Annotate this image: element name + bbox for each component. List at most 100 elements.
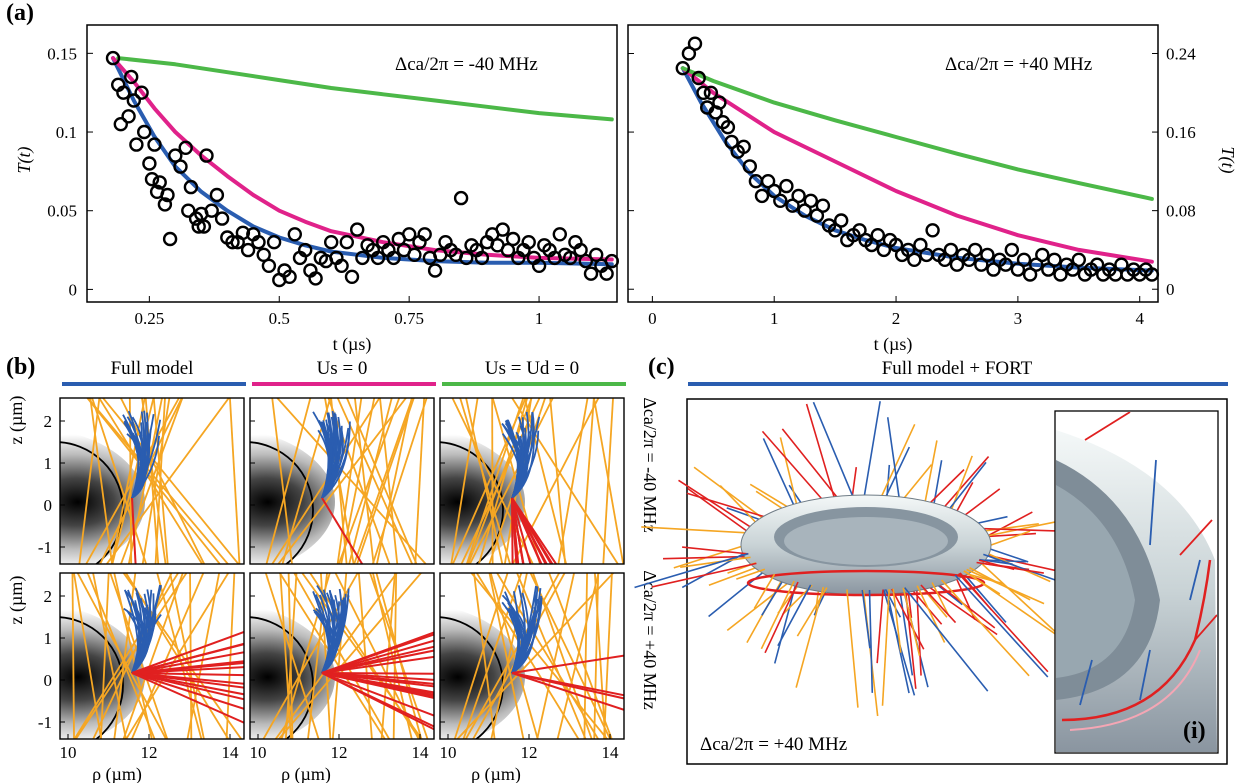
trajectory-orange	[276, 398, 427, 564]
trajectory-blue	[315, 610, 330, 674]
plot-a-right-data-point	[925, 223, 940, 238]
trajectory-red	[511, 497, 514, 564]
plot-a-right-data-point	[720, 119, 736, 135]
trajectory-orange	[453, 573, 509, 739]
trajectory-plot-frame	[249, 397, 435, 565]
trajectory-orange	[379, 398, 399, 564]
plot-a-left-data-point	[604, 253, 619, 269]
trajectory-blue	[321, 432, 350, 499]
field-line	[977, 559, 1056, 632]
field-line	[932, 460, 943, 511]
field-line	[761, 430, 828, 506]
plot-a-left-data-point	[287, 227, 302, 242]
trajectory-orange	[450, 398, 479, 564]
field-line	[958, 573, 1049, 673]
plot-a-right-data-point	[742, 159, 757, 174]
trajectory-red	[321, 672, 434, 685]
plot-a-left-data-point	[339, 234, 354, 250]
field-line	[753, 573, 776, 609]
trajectory-orange	[375, 398, 413, 564]
trajectory-orange	[71, 573, 75, 739]
inset-inner-surface	[1056, 485, 1135, 678]
plot-a-left-data-point	[178, 140, 193, 156]
plot-a-left-data-point	[563, 250, 578, 266]
trajectory-orange	[536, 573, 575, 739]
intensity-density	[250, 605, 335, 739]
plot-a-left-data-point	[521, 234, 536, 250]
inset-edge-line	[1061, 559, 1212, 722]
plot-a-right-data-point	[815, 198, 831, 213]
plot-a-right-xtick-label: 1	[770, 309, 779, 328]
field-line	[960, 570, 1007, 623]
field-line	[983, 511, 1033, 539]
plot-a-right-data-point	[773, 193, 788, 209]
plot-a-right-data-point	[937, 252, 952, 267]
trajectory-orange	[92, 573, 127, 739]
plot-a-right-series-1	[680, 66, 1154, 264]
trajectory-orange	[154, 398, 166, 564]
z-tick-label: -1	[38, 538, 52, 557]
plot-a-left-data-point	[495, 222, 510, 237]
plot-a-left-data-point	[324, 234, 339, 250]
trajectory-orange	[130, 573, 205, 739]
trajectory-red	[131, 630, 244, 674]
inset-field-line	[1079, 659, 1093, 706]
inset-field-line	[1189, 559, 1201, 601]
trajectory-plot	[439, 397, 625, 565]
panel-b-ylabel-top: z (µm)	[6, 396, 27, 445]
plot-a-left-ytick-label: 0.05	[47, 202, 77, 221]
trajectory-orange	[277, 573, 423, 739]
plot-a-left-xtick-label: 0.5	[269, 309, 290, 328]
trajectory-orange	[511, 398, 600, 564]
plot-a-left-data-point	[168, 148, 183, 163]
field-line	[764, 581, 799, 654]
field-line	[634, 552, 749, 589]
plot-a-right-series-2	[680, 66, 1154, 201]
field-line	[708, 564, 762, 587]
field-line	[891, 588, 925, 650]
plot-a-left-xtick-label: 0.75	[394, 309, 424, 328]
plot-a-left-data-point	[266, 234, 282, 250]
plot-a-left-ytick-label: 0	[69, 280, 78, 299]
field-line	[678, 479, 755, 531]
plot-a-left-data-point	[183, 179, 199, 195]
plot-a-left-data-point	[251, 234, 266, 250]
trajectory-blue	[131, 589, 153, 674]
panel-b-xlabel-1: ρ (µm)	[92, 764, 142, 783]
trajectory-orange	[86, 398, 230, 564]
field-line	[969, 567, 1031, 601]
panel-b-rowlabel-top: Δca/2π = -40 MHz	[640, 397, 660, 532]
trajectory-orange	[464, 573, 561, 739]
plot-a-left-data-point	[402, 227, 417, 242]
field-line	[904, 587, 989, 692]
trajectory-orange	[89, 398, 113, 564]
trajectory-plot	[249, 397, 435, 565]
trajectory-orange	[488, 573, 525, 739]
plot-a-left-data-point	[121, 109, 136, 124]
plot-a-left-data-point	[225, 234, 240, 250]
trajectory-orange	[549, 398, 567, 564]
plot-a-left-data-point	[453, 190, 469, 206]
rho-tick-label: 10	[250, 743, 267, 762]
field-line	[898, 585, 914, 676]
trajectory-orange	[74, 573, 188, 739]
panel-a-label: (a)	[6, 0, 34, 26]
plot-a-left-ytick-label: 0.1	[56, 123, 77, 142]
trajectory-orange	[101, 398, 240, 564]
field-line	[726, 577, 795, 632]
plot-a-left-data-point	[573, 242, 588, 258]
plot-a-left-data-point	[126, 93, 142, 108]
plot-a-left-data-point	[123, 69, 139, 85]
field-line	[921, 581, 998, 636]
plot-a-left-data-point	[142, 156, 157, 171]
field-line	[861, 589, 871, 649]
plot-a-right-ytick-label: 0.24	[1166, 44, 1196, 63]
trajectory-red	[321, 672, 434, 695]
plot-a-right-annotation: Δca/2π = +40 MHz	[945, 54, 1092, 75]
trajectory-blue	[321, 412, 333, 499]
plot-a-right-data-point	[675, 60, 690, 76]
trajectory-red	[321, 672, 434, 717]
trajectory-red	[511, 497, 520, 564]
trajectory-content	[60, 573, 244, 739]
plot-a-left-data-point	[386, 250, 401, 266]
